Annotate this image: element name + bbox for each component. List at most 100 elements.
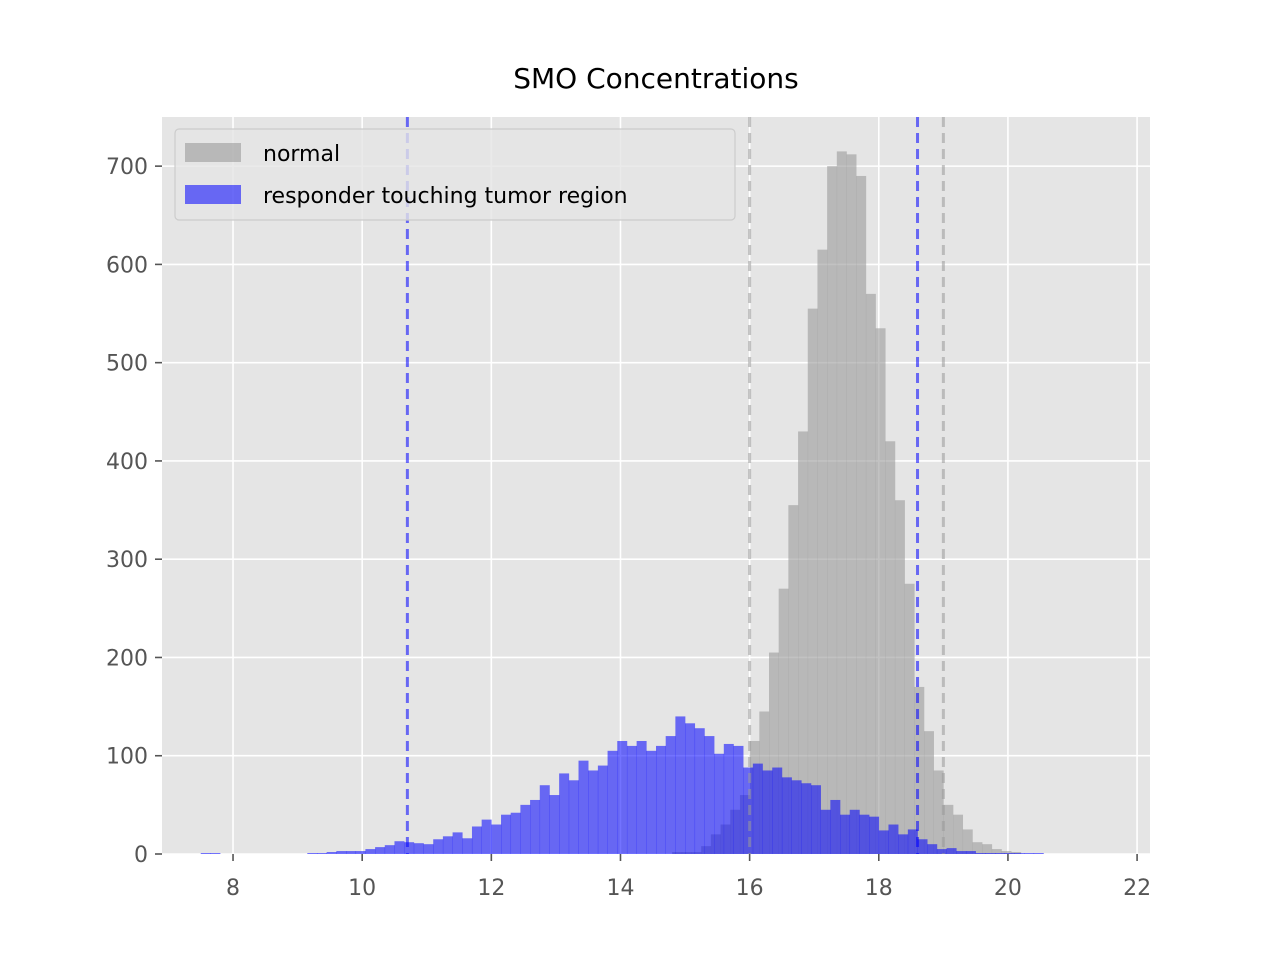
histogram-bar (927, 844, 938, 854)
x-tick-label: 12 (477, 876, 505, 901)
histogram-bar (617, 740, 628, 854)
histogram-bar (898, 834, 909, 854)
histogram-bar (875, 328, 886, 855)
histogram-bar (549, 795, 560, 854)
histogram-bar (791, 780, 802, 854)
histogram-bar (778, 588, 789, 854)
histogram-bar (471, 826, 482, 854)
histogram-bar (404, 842, 415, 854)
x-tick-label: 10 (348, 876, 376, 901)
histogram-bar (307, 853, 318, 854)
histogram-bar (956, 851, 967, 854)
histogram-bar (607, 750, 618, 854)
histogram-bar (578, 760, 589, 854)
legend-swatch-responder (185, 185, 241, 204)
histogram-bar (694, 728, 705, 854)
histogram-bar (830, 799, 841, 854)
histogram-bar (982, 844, 993, 854)
histogram-bar (885, 441, 896, 854)
histogram-bar (316, 853, 327, 854)
histogram-bar (423, 844, 434, 854)
histogram-bar (704, 736, 715, 854)
histogram-bar (856, 175, 867, 854)
histogram-bar (733, 745, 744, 854)
histogram-bar (772, 767, 783, 854)
histogram-bar (917, 839, 928, 854)
histogram-bar (859, 814, 870, 854)
histogram-bar (810, 785, 821, 854)
legend-box (174, 128, 736, 221)
histogram-bar (326, 852, 337, 854)
histogram-bar (452, 832, 463, 854)
x-tick-label: 22 (1123, 876, 1151, 901)
histogram-bar (559, 773, 570, 854)
histogram-bar (923, 731, 934, 854)
histogram-bar (1004, 853, 1015, 854)
histogram-bar (840, 814, 851, 854)
y-tick-label: 200 (106, 646, 148, 671)
histogram-bar (991, 849, 1002, 854)
histogram-bar (907, 829, 918, 854)
histogram-bar (798, 431, 809, 854)
histogram-bar (914, 686, 925, 854)
histogram-bar (665, 736, 676, 854)
chart-title: SMO Concentrations (513, 62, 799, 95)
histogram-bar (936, 849, 947, 854)
histogram-bar (769, 652, 779, 854)
histogram-bar (375, 847, 386, 854)
legend-label-responder: responder touching tumor region (263, 184, 628, 209)
histogram-bar (894, 500, 905, 854)
axis-ticks: 8 10 12 14 16 18 20 22 0 100 200 300 400 500 600 700 (106, 155, 1151, 901)
y-tick-label: 700 (106, 155, 148, 180)
histogram-bar (953, 814, 964, 854)
y-tick-label: 300 (106, 548, 148, 573)
reference-lines (405, 117, 945, 854)
histogram-bar (346, 851, 357, 854)
histogram-bar (827, 166, 838, 855)
histogram-bar (210, 853, 221, 854)
histogram-bar (943, 804, 954, 854)
x-tick-label: 14 (606, 876, 634, 901)
histogram-bar (442, 836, 453, 854)
histogram-bar (462, 838, 473, 854)
histogram-bar (933, 770, 944, 854)
histogram-bar (433, 839, 444, 854)
histogram-bar (801, 783, 812, 854)
histogram-bar (878, 830, 889, 854)
histogram-bar (336, 851, 347, 854)
y-tick-label: 400 (106, 450, 148, 475)
histogram-bar (781, 777, 792, 854)
histogram-bar (849, 809, 860, 854)
histogram-bar (752, 763, 763, 854)
plot-background (162, 117, 1150, 854)
histogram-bar (762, 770, 773, 854)
histogram-bar (491, 824, 502, 854)
histogram-bar (788, 505, 799, 854)
histogram-bar (413, 843, 424, 854)
histogram-bar (846, 154, 857, 855)
histogram-bar (985, 853, 996, 854)
histogram-bar (817, 249, 828, 854)
histogram-bar (865, 293, 876, 854)
histogram-bar (200, 853, 211, 854)
histogram-bar (597, 765, 608, 854)
histogram-bar (636, 740, 647, 854)
histogram-bar (946, 848, 957, 854)
legend-swatch-normal (185, 143, 241, 162)
histogram-bar (510, 812, 521, 854)
histogram-bar (820, 809, 831, 854)
histogram-bar (723, 743, 734, 854)
histogram-bar (626, 745, 637, 854)
y-tick-label: 600 (106, 253, 148, 278)
histogram-bar (588, 770, 599, 854)
histogram-bar (888, 824, 899, 854)
histogram-bar (568, 780, 579, 854)
histogram-bar (972, 842, 983, 854)
histogram-bar (481, 819, 492, 854)
histogram-bar (501, 814, 512, 854)
histogram-bar (1033, 853, 1044, 854)
histogram-bar (904, 583, 915, 854)
x-tick-label: 18 (865, 876, 893, 901)
histogram-bar (869, 816, 880, 854)
